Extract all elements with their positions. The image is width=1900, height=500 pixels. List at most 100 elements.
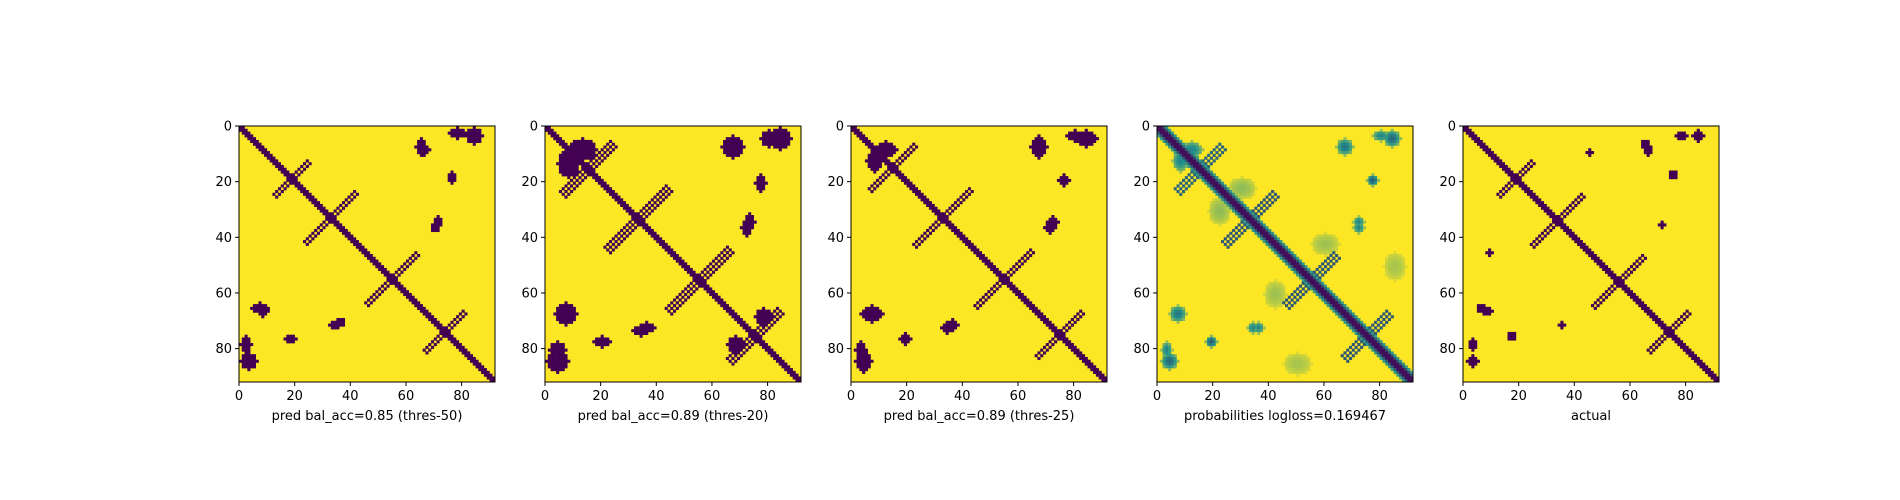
heatmap-cell: [1354, 331, 1358, 335]
heatmap-cell: [915, 240, 919, 244]
heatmap-cell: [1221, 187, 1225, 191]
heatmap-cell: [764, 312, 768, 316]
heatmap-cell: [1268, 234, 1272, 238]
heatmap-cell: [1379, 343, 1383, 347]
heatmap-cell: [561, 167, 565, 171]
heatmap-cell: [1037, 315, 1041, 319]
heatmap-cell: [681, 265, 685, 269]
heatmap-cell: [1682, 348, 1686, 352]
heatmap-cell: [1340, 315, 1344, 319]
heatmap-cell: [1187, 151, 1191, 155]
heatmap-cell: [1374, 348, 1378, 352]
heatmap-cell: [1655, 320, 1659, 324]
heatmap-cell: [1068, 340, 1072, 344]
heatmap-cell: [1393, 368, 1397, 372]
heatmap-cell: [572, 315, 576, 319]
heatmap-cell: [1218, 192, 1222, 196]
heatmap-cell: [550, 343, 554, 347]
heatmap-cell: [1407, 370, 1411, 374]
heatmap-cell: [1354, 323, 1358, 327]
heatmap-cell: [550, 356, 554, 361]
heatmap-cell: [876, 148, 880, 152]
x-tick-label: 60: [1010, 389, 1027, 404]
heatmap-cell: [1276, 245, 1280, 249]
heatmap-cell: [1193, 173, 1197, 177]
heatmap-cell: [456, 343, 460, 347]
heatmap-cell: [1279, 287, 1283, 291]
heatmap-cell: [1273, 279, 1277, 283]
heatmap-cell: [1162, 365, 1166, 369]
heatmap-cell: [1234, 206, 1238, 210]
heatmap-cell: [617, 237, 621, 241]
heatmap-cell: [876, 184, 880, 188]
heatmap-cell: [1104, 379, 1108, 383]
heatmap-cell: [764, 131, 768, 135]
heatmap-cell: [1490, 156, 1494, 160]
heatmap-cell: [592, 167, 596, 171]
heatmap-cell: [628, 226, 632, 230]
heatmap-cell: [341, 320, 346, 324]
heatmap-cell: [378, 267, 382, 271]
heatmap-cell: [433, 337, 437, 341]
heatmap-cell: [589, 145, 593, 149]
heatmap-cell: [286, 334, 290, 338]
heatmap-cell: [1685, 351, 1689, 355]
heatmap-cell: [1165, 343, 1169, 347]
heatmap-cell: [1627, 273, 1631, 277]
heatmap-cell: [1393, 137, 1397, 141]
heatmap-cell: [1307, 267, 1311, 271]
heatmap-cell: [1226, 198, 1230, 202]
heatmap-cell: [1646, 139, 1650, 143]
heatmap-cell: [742, 326, 746, 330]
heatmap-cell: [1081, 142, 1086, 146]
heatmap-cell: [1187, 164, 1191, 169]
heatmap-cell: [711, 292, 716, 297]
heatmap-cell: [1257, 234, 1261, 238]
heatmap-cell: [417, 139, 421, 143]
heatmap-cell: [578, 139, 582, 143]
heatmap-cell: [1259, 226, 1264, 230]
heatmap-cell: [1293, 368, 1297, 372]
heatmap-cell: [556, 356, 560, 361]
heatmap-cell: [1229, 192, 1233, 196]
heatmap-cell: [556, 370, 560, 374]
heatmap-cell: [255, 306, 259, 310]
heatmap-cell: [269, 153, 273, 157]
heatmap-cell: [1371, 348, 1375, 352]
heatmap-cell: [447, 176, 451, 180]
heatmap-cell: [737, 315, 741, 319]
heatmap-cell: [241, 362, 245, 366]
heatmap-cell: [1513, 181, 1517, 185]
heatmap-cell: [1195, 148, 1200, 152]
heatmap-cell: [1351, 354, 1355, 358]
heatmap-cell: [678, 292, 682, 297]
heatmap-cell: [1076, 139, 1080, 143]
heatmap-cell: [675, 301, 679, 305]
heatmap-cell: [333, 209, 337, 213]
heatmap-cell: [762, 340, 766, 344]
heatmap-cell: [923, 237, 927, 241]
heatmap-cell: [1198, 148, 1202, 152]
heatmap-cell: [778, 128, 782, 132]
heatmap-cell: [425, 151, 429, 155]
heatmap-cell: [1031, 309, 1035, 313]
x-axis-label: pred bal_acc=0.85 (thres-50): [272, 409, 463, 424]
heatmap-cell: [1538, 234, 1542, 238]
heatmap-cell: [1182, 312, 1186, 316]
heatmap-cell: [1290, 370, 1294, 374]
heatmap-cell: [444, 334, 448, 338]
heatmap-cell: [731, 312, 735, 316]
heatmap-cell: [951, 323, 955, 327]
heatmap-cell: [1674, 326, 1678, 330]
heatmap-cell: [322, 220, 326, 224]
heatmap-cell: [547, 359, 551, 363]
heatmap-cell: [1257, 215, 1261, 219]
heatmap-cell: [589, 167, 593, 171]
heatmap-cell: [595, 176, 599, 180]
heatmap-cell: [1682, 345, 1686, 349]
heatmap-cell: [1240, 195, 1244, 199]
heatmap-cell: [762, 320, 766, 324]
heatmap-cell: [903, 340, 907, 344]
heatmap-cell: [1234, 209, 1238, 213]
heatmap-cell: [1396, 362, 1400, 366]
